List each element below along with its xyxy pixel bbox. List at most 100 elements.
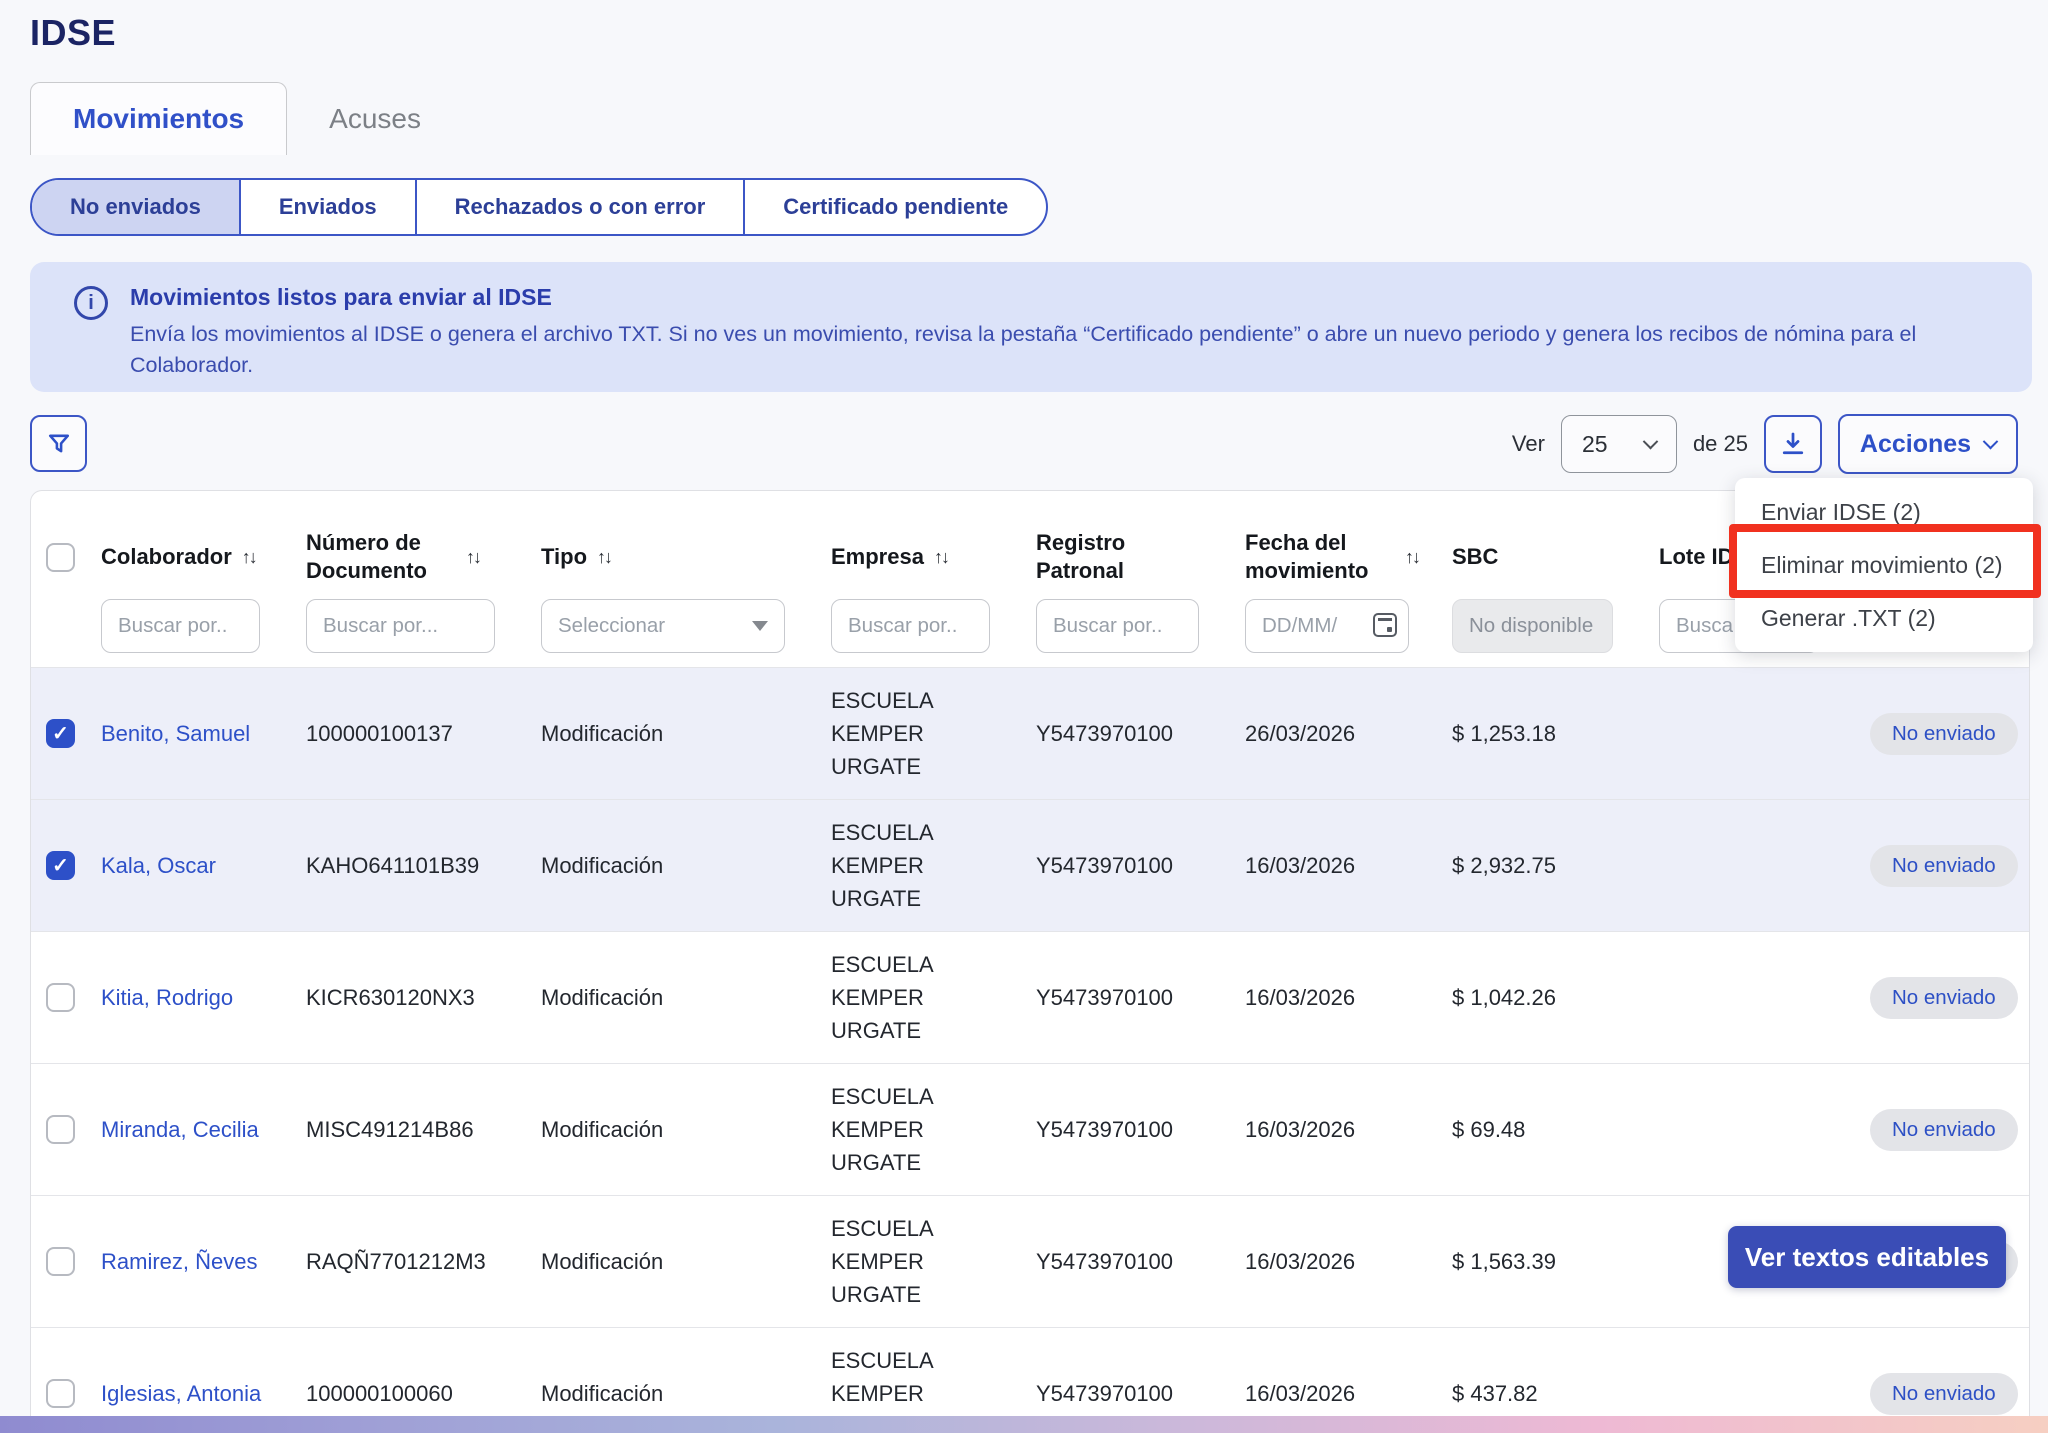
page-size-value: 25 <box>1582 431 1608 458</box>
documento-cell: 100000100060 <box>306 1381 541 1407</box>
sort-icon[interactable]: ↑↓ <box>1405 543 1419 571</box>
movimientos-table: Colaborador↑↓ Número de Documento↑↓ Tipo… <box>30 490 2030 1433</box>
info-icon: i <box>74 286 108 320</box>
tab-movimientos[interactable]: Movimientos <box>30 82 287 155</box>
search-colaborador-input[interactable] <box>101 599 260 653</box>
col-documento: Número de Documento <box>306 529 456 585</box>
table-row[interactable]: Miranda, Cecilia MISC491214B86 Modificac… <box>31 1064 2029 1196</box>
table-header: Colaborador↑↓ Número de Documento↑↓ Tipo… <box>31 491 2029 668</box>
fecha-cell: 16/03/2026 <box>1245 1117 1452 1143</box>
status-badge: No enviado <box>1870 1109 2018 1151</box>
status-filter-group: No enviados Enviados Rechazados o con er… <box>30 178 1048 236</box>
col-registro: Registro Patronal <box>1036 529 1154 585</box>
filter-certificado-pendiente[interactable]: Certificado pendiente <box>743 180 1046 234</box>
fecha-cell: 16/03/2026 <box>1245 985 1452 1011</box>
of-total-label: de 25 <box>1693 431 1748 457</box>
empresa-cell: ESCUELA KEMPER URGATE <box>831 1080 981 1179</box>
filter-rechazados[interactable]: Rechazados o con error <box>415 180 744 234</box>
calendar-icon[interactable] <box>1373 613 1397 637</box>
registro-cell: Y5473970100 <box>1036 1381 1245 1407</box>
tipo-cell: Modificación <box>541 1381 831 1407</box>
documento-cell: MISC491214B86 <box>306 1117 541 1143</box>
actions-button[interactable]: Acciones <box>1838 414 2018 474</box>
search-registro-input[interactable] <box>1036 599 1199 653</box>
filter-enviados[interactable]: Enviados <box>239 180 415 234</box>
status-badge: No enviado <box>1870 845 2018 887</box>
col-lote: Lote ID <box>1659 543 1734 571</box>
colaborador-link[interactable]: Miranda, Cecilia <box>101 1117 259 1142</box>
tab-acuses[interactable]: Acuses <box>287 82 463 155</box>
menu-item-enviar-idse[interactable]: Enviar IDSE (2) <box>1735 486 2033 539</box>
tipo-cell: Modificación <box>541 853 831 879</box>
menu-item-eliminar-movimiento[interactable]: Eliminar movimiento (2) <box>1735 539 2033 592</box>
row-checkbox[interactable] <box>46 1247 75 1276</box>
col-fecha: Fecha del movimiento <box>1245 529 1395 585</box>
registro-cell: Y5473970100 <box>1036 1117 1245 1143</box>
sort-icon[interactable]: ↑↓ <box>934 543 948 571</box>
empresa-cell: ESCUELA KEMPER URGATE <box>831 684 981 783</box>
tipo-cell: Modificación <box>541 985 831 1011</box>
documento-cell: KAHO641101B39 <box>306 853 541 879</box>
tipo-cell: Modificación <box>541 1117 831 1143</box>
table-row[interactable]: Kitia, Rodrigo KICR630120NX3 Modificació… <box>31 932 2029 1064</box>
actions-menu: Enviar IDSE (2) Eliminar movimiento (2) … <box>1735 478 2033 652</box>
fecha-cell: 16/03/2026 <box>1245 1249 1452 1275</box>
documento-cell: 100000100137 <box>306 721 541 747</box>
registro-cell: Y5473970100 <box>1036 1249 1245 1275</box>
download-button[interactable] <box>1764 415 1822 473</box>
registro-cell: Y5473970100 <box>1036 853 1245 879</box>
search-documento-input[interactable] <box>306 599 495 653</box>
ver-label: Ver <box>1512 431 1545 457</box>
page-size-select[interactable]: 25 <box>1561 415 1677 473</box>
sbc-cell: $ 1,042.26 <box>1452 985 1659 1011</box>
menu-item-generar-txt[interactable]: Generar .TXT (2) <box>1735 592 2033 645</box>
ver-textos-editables-button[interactable]: Ver textos editables <box>1728 1226 2006 1288</box>
actions-button-label: Acciones <box>1860 430 1971 459</box>
row-checkbox[interactable] <box>46 719 75 748</box>
empresa-cell: ESCUELA KEMPER URGATE <box>831 1212 981 1311</box>
registro-cell: Y5473970100 <box>1036 985 1245 1011</box>
tab-bar: Movimientos Acuses <box>30 82 463 155</box>
sbc-cell: $ 69.48 <box>1452 1117 1659 1143</box>
fecha-cell: 16/03/2026 <box>1245 853 1452 879</box>
documento-cell: KICR630120NX3 <box>306 985 541 1011</box>
col-empresa: Empresa <box>831 543 924 571</box>
registro-cell: Y5473970100 <box>1036 721 1245 747</box>
colaborador-link[interactable]: Ramirez, Ñeves <box>101 1249 257 1274</box>
table-toolbar: Ver 25 de 25 Acciones <box>30 414 2030 474</box>
tipo-cell: Modificación <box>541 721 831 747</box>
sort-icon[interactable]: ↑↓ <box>466 543 480 571</box>
row-checkbox[interactable] <box>46 851 75 880</box>
sbc-cell: $ 1,253.18 <box>1452 721 1659 747</box>
sort-icon[interactable]: ↑↓ <box>242 543 256 571</box>
sbc-cell: $ 2,932.75 <box>1452 853 1659 879</box>
status-badge: No enviado <box>1870 713 2018 755</box>
table-row[interactable]: Kala, Oscar KAHO641101B39 Modificación E… <box>31 800 2029 932</box>
row-checkbox[interactable] <box>46 1115 75 1144</box>
fecha-cell: 16/03/2026 <box>1245 1381 1452 1407</box>
tipo-select[interactable]: Seleccionar <box>541 599 785 653</box>
colaborador-link[interactable]: Benito, Samuel <box>101 721 250 746</box>
search-empresa-input[interactable] <box>831 599 990 653</box>
idse-page: IDSE Movimientos Acuses No enviados Envi… <box>0 0 2048 1433</box>
table-row[interactable]: Benito, Samuel 100000100137 Modificación… <box>31 668 2029 800</box>
colaborador-link[interactable]: Iglesias, Antonia <box>101 1381 261 1406</box>
colaborador-link[interactable]: Kala, Oscar <box>101 853 216 878</box>
status-badge: No enviado <box>1870 1373 2018 1415</box>
page-title: IDSE <box>30 12 116 54</box>
empresa-cell: ESCUELA KEMPER URGATE <box>831 816 981 915</box>
row-checkbox[interactable] <box>46 1379 75 1408</box>
sbc-cell: $ 437.82 <box>1452 1381 1659 1407</box>
download-icon <box>1778 429 1808 459</box>
chevron-down-icon <box>1983 433 1999 449</box>
filter-button[interactable] <box>30 415 87 472</box>
info-banner: i Movimientos listos para enviar al IDSE… <box>30 262 2032 392</box>
bottom-gradient-edge <box>0 1416 2048 1433</box>
sort-icon[interactable]: ↑↓ <box>597 543 611 571</box>
filter-no-enviados[interactable]: No enviados <box>32 180 239 234</box>
col-tipo: Tipo <box>541 543 587 571</box>
colaborador-link[interactable]: Kitia, Rodrigo <box>101 985 233 1010</box>
row-checkbox[interactable] <box>46 983 75 1012</box>
select-all-checkbox[interactable] <box>46 543 75 572</box>
banner-title: Movimientos listos para enviar al IDSE <box>130 284 1970 311</box>
